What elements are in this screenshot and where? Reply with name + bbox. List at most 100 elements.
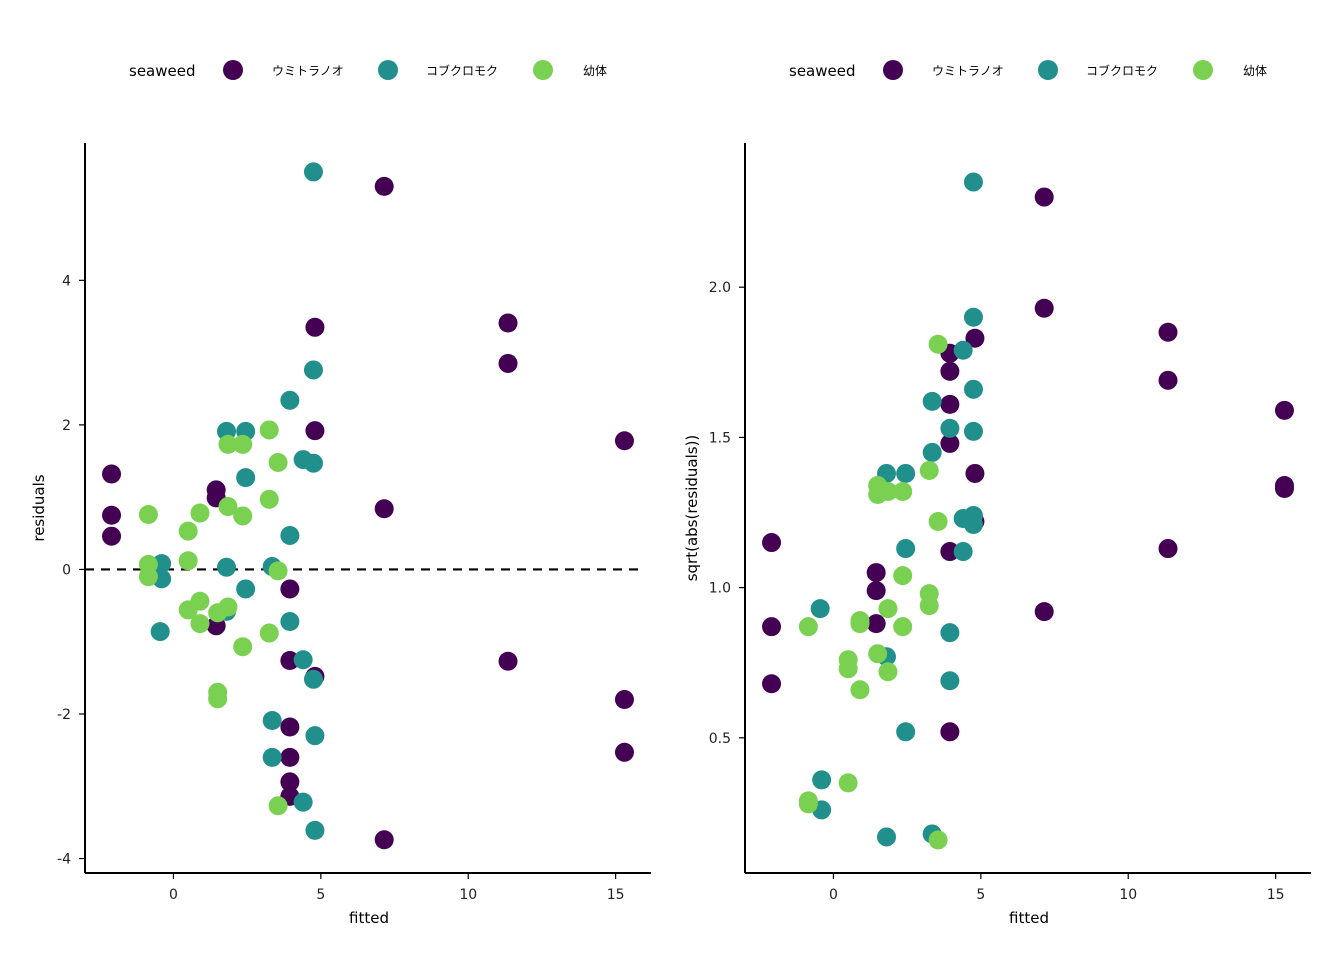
point-kobukuromoku	[963, 515, 983, 535]
point-youtai	[138, 505, 158, 525]
y-axis-title: sqrt(abs(residuals))	[683, 435, 701, 582]
point-umitoranoo	[280, 772, 300, 792]
point-youtai	[928, 512, 948, 532]
point-kobukuromoku	[303, 669, 323, 689]
y-tick-label: 0.5	[709, 731, 731, 747]
point-umitoranoo	[762, 617, 782, 637]
x-tick-label: 5	[316, 887, 325, 903]
point-youtai	[838, 659, 858, 679]
point-umitoranoo	[965, 463, 985, 483]
y-tick-label: 0	[62, 562, 71, 578]
legend-label-youtai: 幼体	[1243, 64, 1267, 78]
point-umitoranoo	[1034, 187, 1054, 207]
point-youtai	[268, 452, 288, 472]
axes: 0 5 10 15 -4 -2 0 2 4	[57, 143, 651, 903]
scale-location-panel: seaweed ウミトラノオ コブクロモク 幼体 0 5 10 15 0.5 1.0 1.5…	[683, 60, 1311, 927]
x-tick-label: 5	[976, 887, 985, 903]
point-youtai	[218, 497, 238, 517]
point-youtai	[893, 481, 913, 501]
y-tick-label: -2	[57, 707, 71, 723]
point-umitoranoo	[498, 651, 518, 671]
point-umitoranoo	[1034, 298, 1054, 318]
legend-key-kobukuromoku	[1038, 60, 1058, 80]
point-youtai	[878, 662, 898, 682]
y-tick-label: -4	[57, 852, 71, 868]
y-tick-label: 1.0	[709, 581, 731, 597]
point-kobukuromoku	[150, 622, 170, 642]
point-kobukuromoku	[963, 379, 983, 399]
point-umitoranoo	[866, 563, 886, 583]
point-youtai	[878, 481, 898, 501]
point-kobukuromoku	[262, 710, 282, 730]
point-kobukuromoku	[305, 726, 325, 746]
point-youtai	[850, 680, 870, 700]
point-kobukuromoku	[940, 671, 960, 691]
point-umitoranoo	[102, 505, 122, 525]
point-umitoranoo	[762, 674, 782, 694]
point-umitoranoo	[866, 614, 886, 634]
point-umitoranoo	[940, 433, 960, 453]
point-kobukuromoku	[303, 453, 323, 473]
point-youtai	[838, 773, 858, 793]
point-umitoranoo	[305, 421, 325, 441]
point-youtai	[928, 334, 948, 354]
point-umitoranoo	[614, 690, 634, 710]
point-kobukuromoku	[896, 463, 916, 483]
y-tick-label: 2.0	[709, 280, 731, 296]
point-kobukuromoku	[280, 390, 300, 410]
point-umitoranoo	[280, 747, 300, 767]
legend-key-umitoranoo	[223, 60, 243, 80]
point-youtai	[268, 796, 288, 816]
point-kobukuromoku	[940, 418, 960, 438]
point-kobukuromoku	[963, 421, 983, 441]
point-umitoranoo	[498, 313, 518, 333]
point-youtai	[178, 521, 198, 541]
point-umitoranoo	[614, 742, 634, 762]
point-kobukuromoku	[810, 599, 830, 619]
point-umitoranoo	[1158, 322, 1178, 342]
point-kobukuromoku	[236, 579, 256, 599]
point-youtai	[868, 644, 888, 664]
point-umitoranoo	[102, 526, 122, 546]
point-umitoranoo	[1274, 400, 1294, 420]
axes: 0 5 10 15 0.5 1.0 1.5 2.0	[709, 143, 1311, 903]
y-axis-title: residuals	[30, 474, 48, 541]
point-youtai	[233, 506, 253, 526]
legend-label-kobukuromoku: コブクロモク	[426, 63, 498, 78]
point-umitoranoo	[940, 394, 960, 414]
point-umitoranoo	[614, 431, 634, 451]
point-kobukuromoku	[293, 650, 313, 670]
point-kobukuromoku	[280, 611, 300, 631]
point-youtai	[218, 597, 238, 617]
point-youtai	[259, 420, 279, 440]
point-youtai	[878, 599, 898, 619]
point-youtai	[259, 489, 279, 509]
point-umitoranoo	[1034, 602, 1054, 622]
point-kobukuromoku	[305, 820, 325, 840]
legend-key-youtai	[533, 60, 553, 80]
point-kobukuromoku	[963, 307, 983, 327]
point-kobukuromoku	[280, 525, 300, 545]
point-umitoranoo	[374, 499, 394, 519]
x-tick-label: 10	[459, 887, 477, 903]
legend-key-umitoranoo	[883, 60, 903, 80]
point-umitoranoo	[305, 317, 325, 337]
point-kobukuromoku	[293, 792, 313, 812]
x-tick-label: 10	[1119, 887, 1137, 903]
point-kobukuromoku	[953, 542, 973, 562]
point-kobukuromoku	[812, 770, 832, 790]
point-youtai	[190, 591, 210, 611]
point-umitoranoo	[866, 581, 886, 601]
legend-label-youtai: 幼体	[583, 64, 607, 78]
x-axis-title: fitted	[349, 909, 389, 927]
point-youtai	[178, 551, 198, 571]
point-youtai	[138, 567, 158, 587]
point-umitoranoo	[1158, 370, 1178, 390]
point-youtai	[928, 830, 948, 850]
point-youtai	[190, 503, 210, 523]
point-umitoranoo	[374, 830, 394, 850]
y-tick-label: 1.5	[709, 430, 731, 446]
point-umitoranoo	[940, 722, 960, 742]
point-youtai	[218, 434, 238, 454]
x-axis-title: fitted	[1009, 909, 1049, 927]
